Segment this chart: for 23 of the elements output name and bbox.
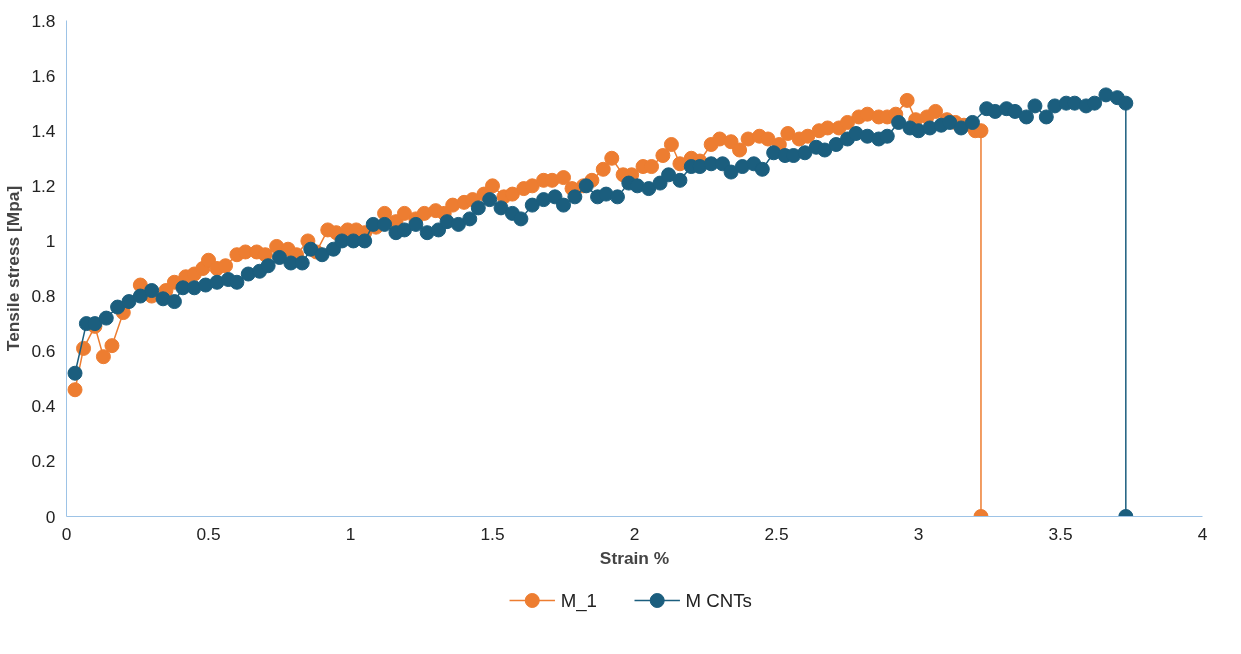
y-tick-label: 0.2 [31, 451, 56, 472]
x-tick-label: 3.5 [1048, 523, 1073, 544]
legend-label: M_1 [560, 590, 597, 612]
y-tick-label: 0.4 [31, 396, 56, 417]
x-tick-label: 3 [913, 523, 924, 544]
x-tick-label: 2 [629, 523, 640, 544]
y-axis-title: Tensile stress [Mpa] [3, 185, 24, 352]
y-tick-label: 0 [45, 506, 56, 527]
y-tick-label: 0.6 [31, 341, 56, 362]
y-tick-label: 0.8 [31, 286, 56, 307]
y-tick-label: 1.8 [31, 10, 56, 31]
x-axis-title: Strain % [599, 547, 670, 568]
x-tick-label: 0 [61, 523, 72, 544]
x-tick-label: 1.5 [480, 523, 505, 544]
y-tick-label: 1 [45, 230, 56, 251]
x-tick-label: 2.5 [764, 523, 789, 544]
y-tick-label: 1.2 [31, 175, 56, 196]
legend-label: M CNTs [685, 590, 752, 611]
x-tick-label: 0.5 [196, 523, 221, 544]
x-tick-label: 1 [345, 523, 356, 544]
y-tick-label: 1.6 [31, 65, 56, 86]
x-tick-label: 4 [1197, 523, 1208, 544]
y-tick-label: 1.4 [31, 120, 56, 141]
